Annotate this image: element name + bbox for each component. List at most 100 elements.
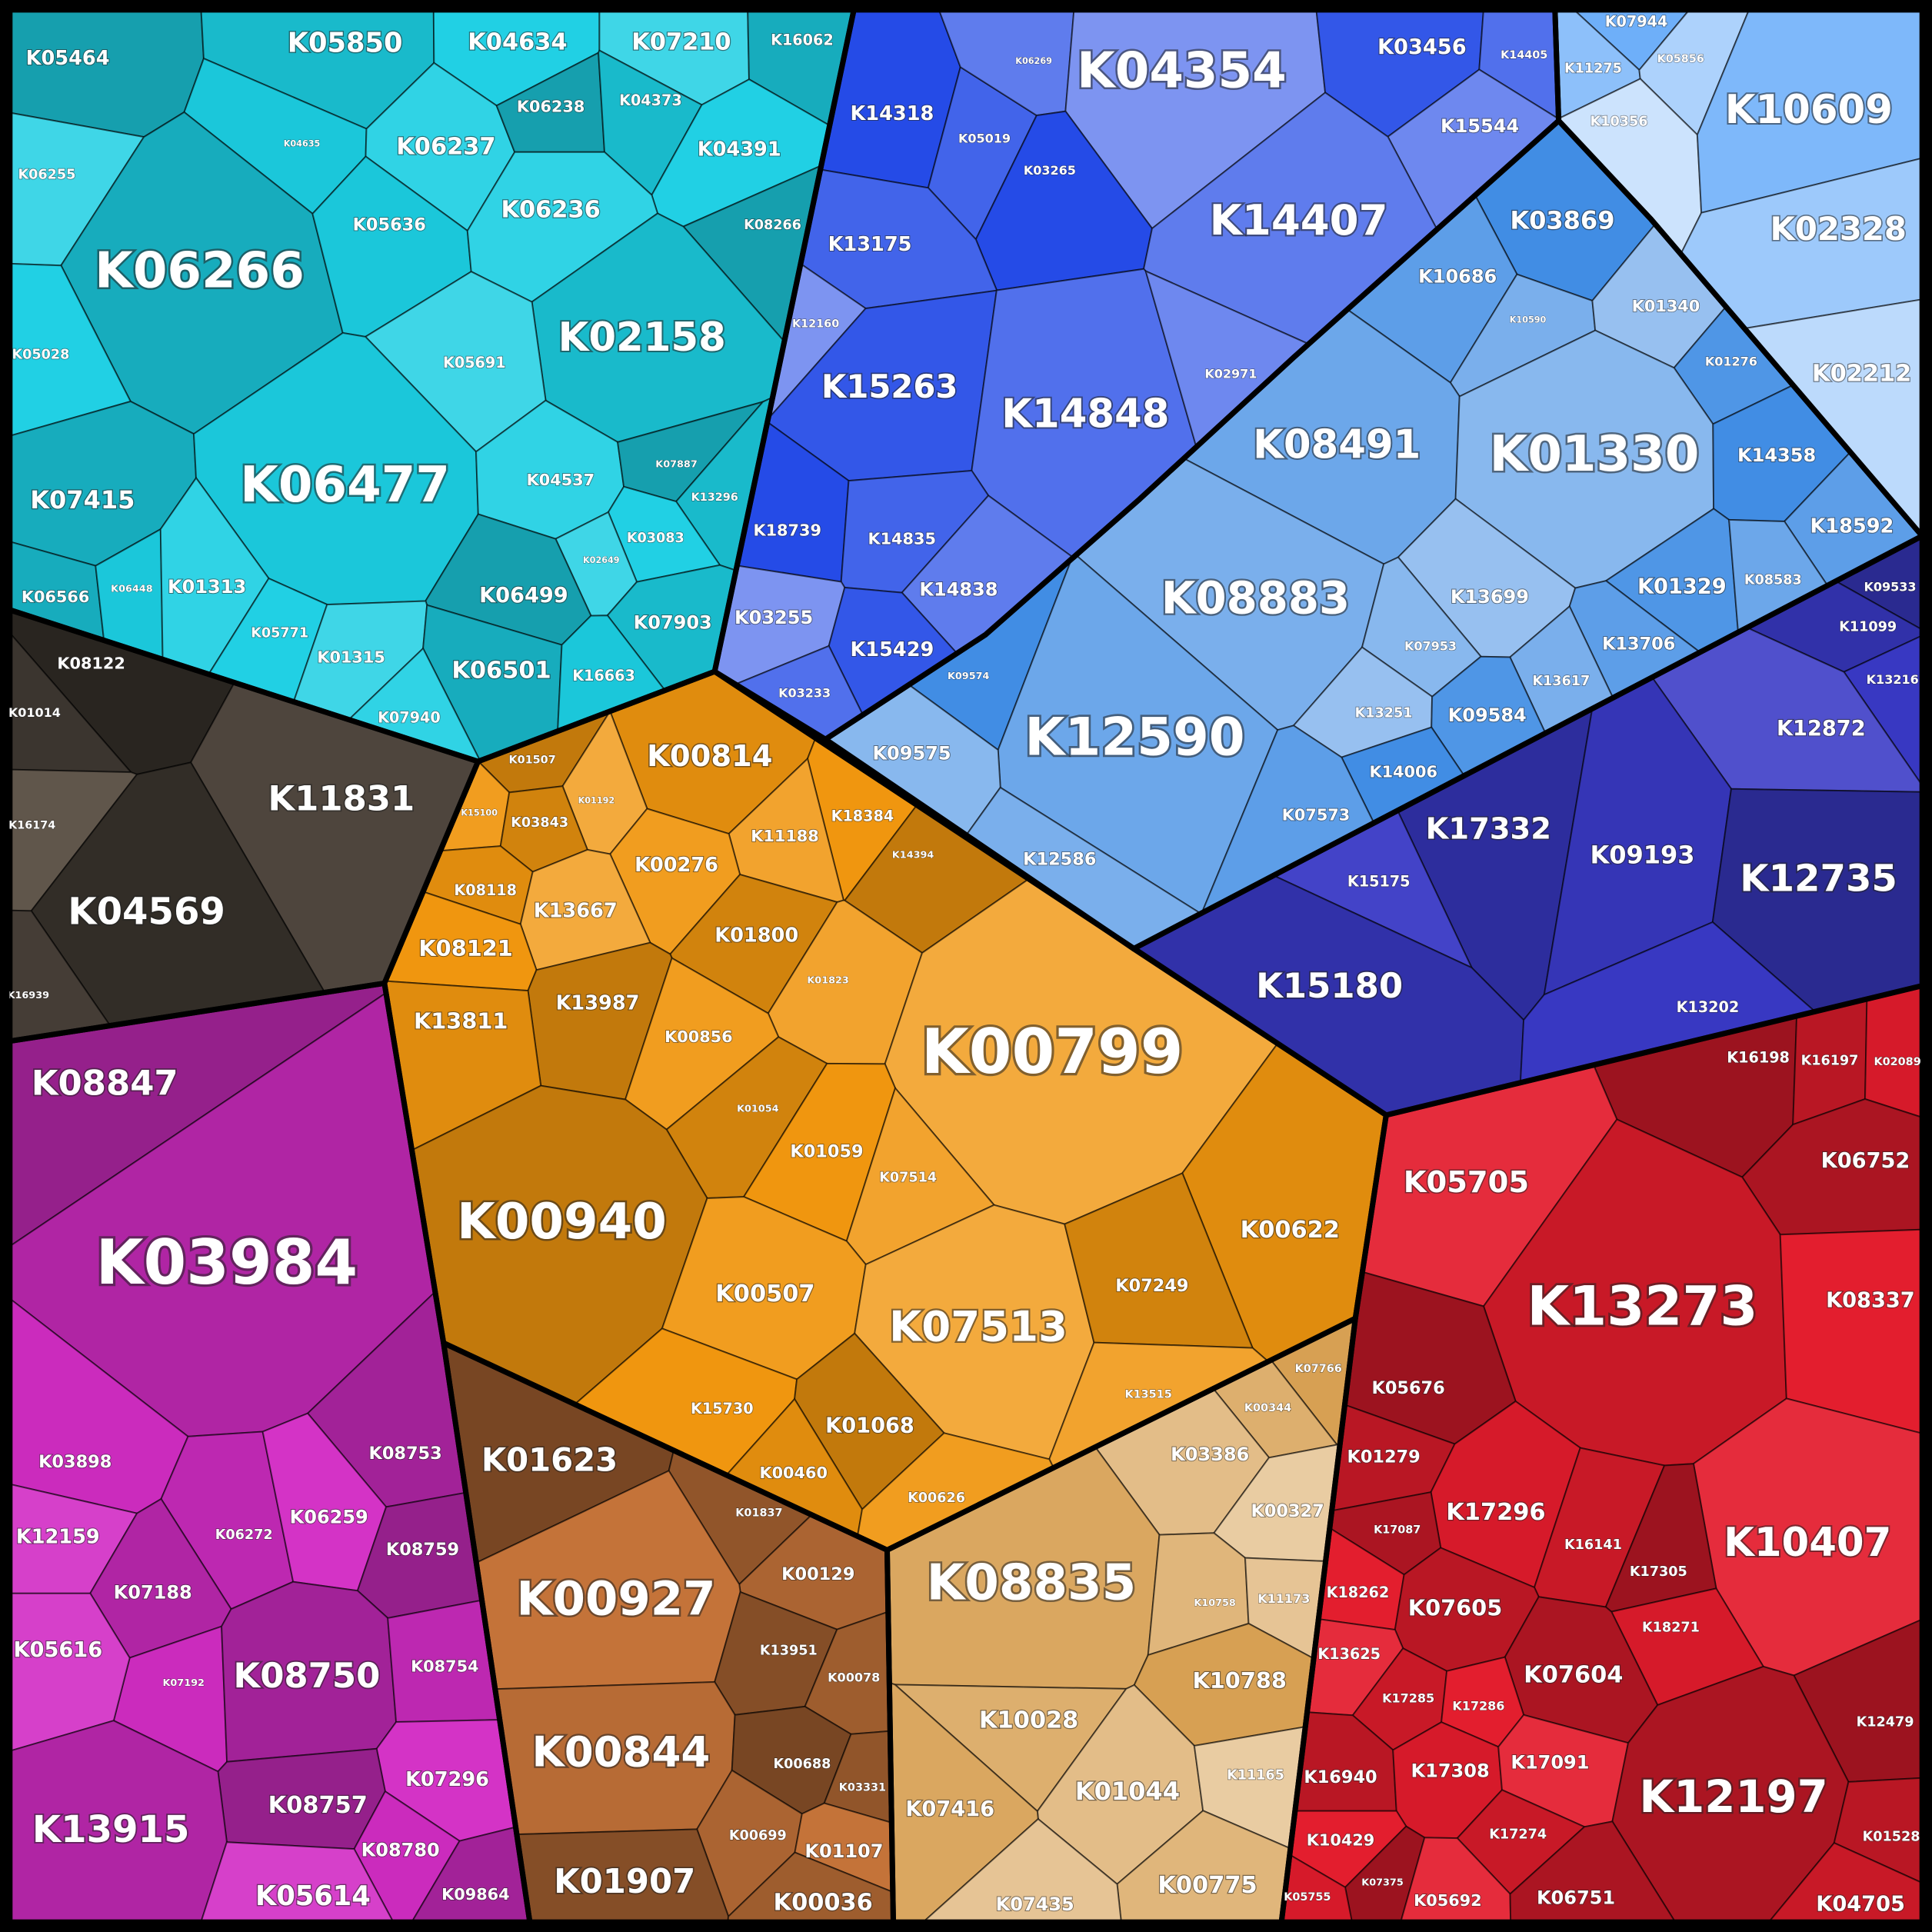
- cell-label: K07944: [1605, 12, 1668, 30]
- cell-label: K01528: [1863, 1830, 1920, 1845]
- cell-label: K14405: [1501, 49, 1547, 62]
- cell-label: K17305: [1630, 1564, 1687, 1580]
- cell-label: K03898: [38, 1452, 112, 1472]
- cell-label: K00814: [647, 739, 772, 774]
- cell-label: K10788: [1192, 1667, 1287, 1694]
- cell-label: K17087: [1374, 1524, 1421, 1537]
- cell-label: K05691: [443, 354, 506, 371]
- cell-label: K06752: [1821, 1149, 1910, 1173]
- cell-label: K07435: [996, 1894, 1074, 1915]
- cell-label: K08118: [454, 881, 517, 899]
- cell-label: K03233: [778, 685, 831, 700]
- cell-label: K10590: [1510, 315, 1547, 325]
- cell-label: K01044: [1075, 1777, 1180, 1806]
- cell-label: K03984: [95, 1227, 358, 1298]
- cell-label: K04373: [619, 92, 682, 109]
- cell-label: K06238: [517, 97, 585, 115]
- cell-label: K11165: [1227, 1768, 1284, 1784]
- cell-label: K17332: [1426, 811, 1551, 846]
- cell-label: K08266: [744, 218, 801, 233]
- cell-label: K16197: [1801, 1053, 1859, 1068]
- cell-label: K17296: [1446, 1499, 1545, 1526]
- cell-label: K08753: [368, 1444, 441, 1464]
- cell-label: K03869: [1510, 205, 1614, 235]
- cell-label: K01823: [807, 975, 848, 987]
- cell-label: K05692: [1414, 1891, 1481, 1910]
- cell-label: K07416: [905, 1797, 994, 1821]
- cell-label: K04537: [527, 471, 595, 489]
- cell-label: K13216: [1867, 672, 1919, 687]
- cell-label: K08757: [268, 1792, 368, 1819]
- cell-label: K08780: [361, 1839, 440, 1860]
- cell-label: K13699: [1451, 586, 1529, 608]
- cell-label: K00799: [921, 1016, 1184, 1088]
- cell-label: K06266: [95, 242, 305, 299]
- cell-label: K02328: [1770, 210, 1907, 248]
- cell-label: K06237: [396, 134, 495, 161]
- cell-label: K07887: [655, 459, 697, 471]
- cell-label: K08847: [32, 1062, 178, 1103]
- cell-label: K08883: [1161, 571, 1350, 624]
- cell-label: K13951: [760, 1644, 818, 1659]
- cell-label: K07573: [1282, 806, 1350, 824]
- cell-label: K11188: [751, 827, 818, 845]
- cell-label: K15180: [1256, 965, 1403, 1006]
- cell-label: K07249: [1115, 1276, 1188, 1296]
- cell-label: K03265: [1024, 163, 1076, 178]
- cell-label: K10686: [1418, 266, 1497, 288]
- cell-label: K11173: [1257, 1591, 1310, 1606]
- cell-label: K07605: [1408, 1594, 1503, 1621]
- cell-label: K14394: [892, 849, 934, 861]
- cell-label: K08759: [386, 1540, 459, 1560]
- cell-label: K12872: [1777, 717, 1866, 741]
- cell-label: K00276: [635, 854, 718, 877]
- cell-label: K05616: [13, 1638, 102, 1662]
- cell-label: K03456: [1377, 35, 1467, 59]
- cell-label: K10758: [1194, 1597, 1236, 1609]
- cell-label: K12735: [1740, 858, 1897, 901]
- cell-label: K17286: [1452, 1698, 1504, 1713]
- cell-label: K08121: [418, 935, 513, 961]
- cell-label: K08491: [1253, 422, 1421, 468]
- cell-label: K15175: [1347, 873, 1411, 891]
- cell-label: K09574: [948, 671, 990, 682]
- cell-label: K09193: [1590, 840, 1694, 869]
- cell-label: K17285: [1382, 1691, 1434, 1706]
- cell-label: K08754: [411, 1657, 478, 1676]
- cell-label: K00688: [773, 1757, 831, 1772]
- cell-label: K01059: [790, 1141, 863, 1161]
- cell-label: K18739: [753, 521, 821, 540]
- cell: [1864, 984, 1924, 1119]
- cell-label: K03331: [839, 1782, 886, 1794]
- cell-label: K00626: [908, 1491, 965, 1506]
- cell-label: K07940: [378, 709, 441, 727]
- cell-label: K13273: [1527, 1275, 1758, 1338]
- cell-label: K03386: [1171, 1444, 1249, 1465]
- cell-label: K07415: [30, 485, 135, 515]
- group-border: [822, 118, 1925, 952]
- cell-label: K00927: [516, 1571, 715, 1626]
- cell-label: K10356: [1591, 115, 1648, 130]
- cell-label: K06259: [290, 1507, 368, 1528]
- cell-label: K03843: [511, 815, 568, 831]
- cell-label: K16141: [1564, 1537, 1622, 1553]
- cell-label: K01279: [1347, 1447, 1420, 1467]
- cell-label: K07766: [1295, 1363, 1342, 1375]
- cell-label: K04569: [68, 891, 225, 934]
- cell-label: K06236: [501, 196, 600, 223]
- cell-label: K01107: [804, 1840, 883, 1862]
- cell-label: K18592: [1810, 515, 1894, 538]
- cell-label: K05636: [353, 215, 426, 235]
- cell-label: K07192: [162, 1677, 204, 1689]
- cell-label: K04635: [284, 138, 321, 148]
- cell-label: K07296: [405, 1768, 489, 1791]
- cell-label: K13515: [1124, 1389, 1171, 1401]
- cell-label: K08337: [1826, 1288, 1915, 1312]
- cell-label: K01313: [168, 576, 246, 598]
- cell-label: K01340: [1632, 297, 1700, 315]
- cell-label: K13625: [1317, 1645, 1381, 1663]
- group-borders: [7, 7, 1925, 1925]
- group-border: [1131, 533, 1925, 1118]
